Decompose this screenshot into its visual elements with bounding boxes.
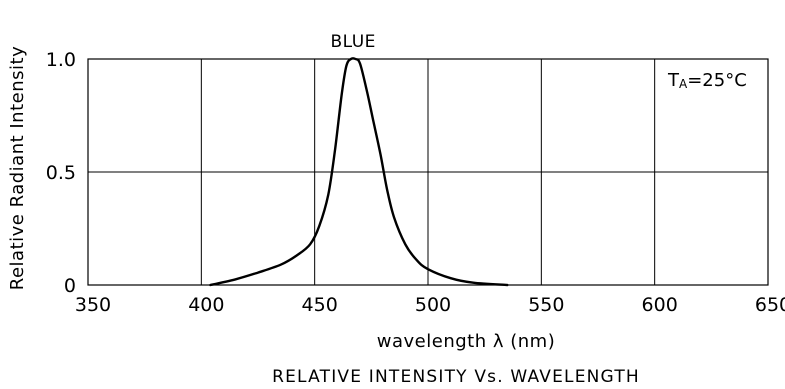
x-axis-label: wavelength λ (nm) <box>377 331 555 352</box>
grid-lines <box>88 59 768 285</box>
condition-subscript: A <box>679 77 688 91</box>
x-tick-label-550: 550 <box>528 294 564 316</box>
plot-frame <box>87 58 769 286</box>
temperature-condition: TA=25°C <box>667 70 747 91</box>
condition-suffix: =25°C <box>687 70 747 91</box>
y-tick-label-1: 1.0 <box>46 49 76 71</box>
series-label-blue: BLUE <box>330 32 375 52</box>
y-tick-labels: 0 0.5 1.0 <box>46 49 76 297</box>
y-axis-label: Relative Radiant Intensity <box>7 46 28 290</box>
x-tick-label-600: 600 <box>642 294 678 316</box>
x-tick-label-350: 350 <box>75 294 111 316</box>
series-line-blue <box>209 57 509 287</box>
x-tick-label-400: 400 <box>188 294 224 316</box>
x-tick-labels: 350 400 450 500 550 600 650 <box>75 294 785 316</box>
condition-prefix: T <box>667 70 680 91</box>
chart-caption: RELATIVE INTENSITY Vs. WAVELENGTH <box>272 367 640 387</box>
x-tick-label-450: 450 <box>302 294 338 316</box>
x-tick-label-500: 500 <box>415 294 451 316</box>
y-tick-label-0: 0 <box>64 275 76 297</box>
y-tick-label-0-5: 0.5 <box>46 162 76 184</box>
x-tick-label-650: 650 <box>755 294 785 316</box>
